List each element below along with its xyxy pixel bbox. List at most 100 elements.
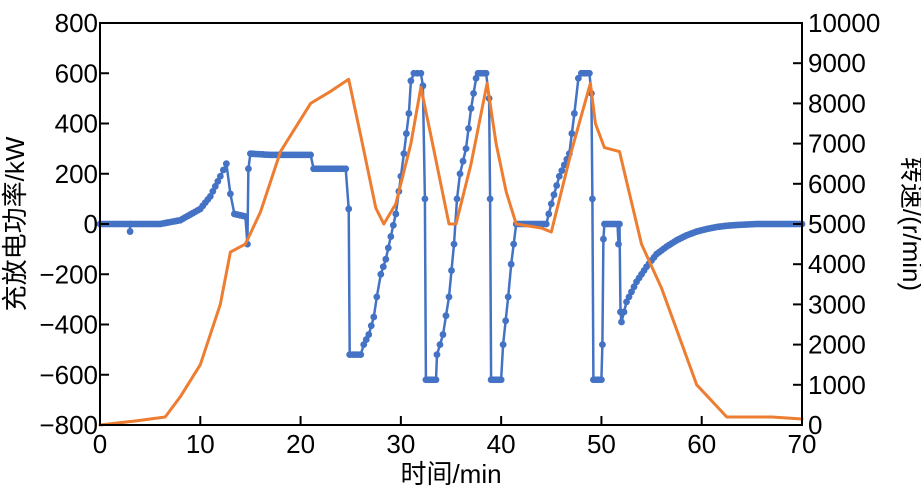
data-point: [545, 210, 553, 218]
data-point: [360, 341, 368, 348]
right-y-tick-label: 4000: [808, 249, 866, 279]
data-point: [373, 293, 381, 301]
data-point: [245, 165, 252, 173]
data-point: [407, 77, 415, 85]
right-y-tick-label: 10000: [808, 8, 880, 38]
right-y-tick-label: 1000: [808, 370, 866, 400]
data-point: [618, 318, 625, 326]
data-point: [550, 191, 558, 199]
x-tick-label: 30: [386, 429, 415, 459]
x-tick-label: 20: [286, 429, 315, 459]
data-point: [542, 220, 550, 228]
left-y-tick-label: 800: [55, 8, 98, 38]
data-point: [342, 165, 350, 173]
data-point: [598, 376, 605, 384]
data-point: [384, 244, 392, 252]
data-point: [555, 172, 563, 180]
data-point: [482, 69, 490, 77]
data-point: [558, 167, 566, 175]
data-point: [389, 221, 397, 229]
data-point: [547, 200, 555, 208]
right-y-tick-label: 7000: [808, 129, 866, 159]
data-point: [362, 336, 370, 343]
data-point: [448, 267, 455, 274]
data-point: [421, 195, 429, 203]
data-point: [392, 210, 400, 218]
left-y-tick-label: 600: [55, 58, 98, 88]
x-tick-label: 50: [587, 429, 616, 459]
data-point: [345, 205, 353, 213]
data-point: [507, 260, 515, 268]
data-point: [510, 240, 518, 248]
data-point: [433, 351, 441, 359]
series-line: [98, 77, 804, 427]
data-point: [379, 263, 387, 271]
data-point: [242, 213, 249, 220]
right-y-tick-label: 3000: [808, 289, 866, 319]
x-tick-label: 60: [687, 429, 716, 459]
data-point: [616, 220, 623, 228]
data-point: [453, 195, 461, 203]
data-point: [625, 293, 633, 301]
data-point: [209, 187, 217, 195]
data-point: [436, 341, 444, 348]
data-point: [387, 233, 395, 240]
data-point: [445, 293, 453, 301]
data-point: [465, 125, 472, 132]
data-point: [226, 190, 234, 198]
right-y-tick-label: 8000: [808, 88, 866, 118]
data-point: [585, 69, 593, 77]
data-point: [214, 177, 222, 185]
data-point: [504, 293, 512, 301]
data-point: [377, 270, 385, 278]
x-axis-title: 时间/min: [400, 459, 501, 487]
left-y-tick-label: −400: [39, 310, 98, 340]
data-point: [211, 182, 219, 190]
right-y-tick-label: 5000: [808, 209, 866, 239]
series-1: [98, 77, 804, 427]
data-point: [126, 228, 134, 235]
data-point: [470, 89, 477, 97]
data-point: [405, 110, 413, 117]
right-y-tick-label: 2000: [808, 330, 866, 360]
left-y-tick-label: 0: [84, 209, 98, 239]
right-y-axis-title: 转速/(r/min): [897, 157, 921, 291]
data-point: [497, 376, 505, 384]
data-point: [400, 150, 408, 158]
data-point: [307, 151, 314, 159]
right-y-tick-label: 0: [808, 410, 822, 440]
data-point: [599, 341, 606, 348]
data-point: [367, 322, 375, 330]
data-point: [357, 351, 365, 359]
left-y-tick-label: 200: [55, 159, 98, 189]
data-point: [365, 331, 373, 338]
data-point: [553, 182, 561, 189]
data-point: [456, 170, 464, 178]
right-y-tick-label: 6000: [808, 169, 866, 199]
series-0: [96, 69, 806, 384]
data-point: [417, 69, 425, 77]
x-tick-label: 40: [487, 429, 516, 459]
data-point: [574, 74, 582, 82]
x-tick-label: 70: [788, 429, 817, 459]
data-point: [442, 312, 450, 320]
data-point: [382, 255, 390, 263]
x-tick-label: 10: [186, 429, 215, 459]
right-y-tick-label: 9000: [808, 48, 866, 78]
data-point: [450, 240, 458, 248]
data-point: [570, 110, 578, 117]
data-point: [502, 317, 510, 325]
left-y-tick-label: 400: [55, 109, 98, 139]
data-point: [370, 313, 378, 321]
left-y-tick-label: −800: [39, 410, 98, 440]
data-point: [615, 240, 622, 248]
data-point: [439, 331, 447, 338]
data-point: [216, 172, 224, 180]
x-tick-label: 0: [93, 429, 107, 459]
data-point: [459, 157, 467, 165]
data-point: [467, 105, 475, 112]
data-point: [402, 130, 410, 137]
data-point: [628, 288, 635, 296]
